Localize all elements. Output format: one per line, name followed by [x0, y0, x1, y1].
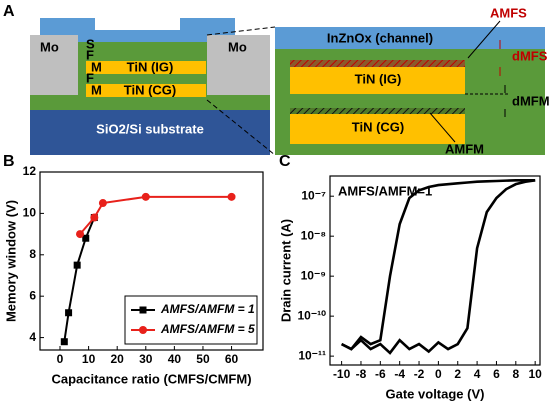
- x-axis-label: Gate voltage (V): [386, 386, 485, 401]
- x-tick-label: -2: [414, 367, 425, 381]
- gate-cg: [86, 84, 206, 97]
- gate-label: TiN (CG): [352, 119, 404, 134]
- pointer: [467, 20, 501, 59]
- annotation: AMFS/AMFM=1: [338, 183, 432, 198]
- zoom-line: [206, 26, 276, 36]
- x-tick-label: -4: [394, 367, 405, 381]
- panel-label: B: [3, 153, 15, 170]
- panel-label: C: [279, 153, 291, 170]
- layer-label: F: [86, 70, 94, 85]
- marker: [82, 234, 90, 242]
- channel: [40, 18, 235, 42]
- x-tick-label: 30: [139, 352, 153, 366]
- gate-label: TiN (IG): [355, 71, 402, 86]
- x-tick-label: 2: [454, 367, 461, 381]
- x-tick-label: 40: [168, 352, 182, 366]
- mo-contact: [207, 35, 270, 95]
- substrate: [30, 110, 270, 155]
- x-tick-label: -8: [356, 367, 367, 381]
- y-tick-label: 10⁻⁸: [301, 228, 326, 242]
- marker: [60, 338, 68, 346]
- x-tick-label: 4: [474, 367, 481, 381]
- x-tick-label: 10: [82, 352, 96, 366]
- x-tick-label: -10: [333, 367, 351, 381]
- layer-label: M: [91, 59, 102, 74]
- y-axis-label: Memory window (V): [3, 200, 18, 322]
- thickness-label: dMFS: [512, 48, 548, 63]
- legend-marker: [139, 326, 147, 334]
- area-label: AMFS: [490, 5, 527, 20]
- legend-box: [124, 295, 258, 345]
- legend-marker: [139, 306, 147, 314]
- x-tick-label: -6: [375, 367, 386, 381]
- mo-contact: [30, 35, 78, 95]
- y-tick-label: 12: [23, 164, 37, 178]
- marker: [98, 199, 107, 208]
- gate-label: TiN (IG): [127, 59, 174, 74]
- zoom-line: [206, 99, 276, 156]
- mfs-interface: [290, 60, 465, 67]
- x-tick-label: 8: [512, 367, 519, 381]
- x-tick-label: 0: [57, 352, 64, 366]
- channel-label: InZnOx (channel): [327, 30, 433, 45]
- substrate-label: SiO2/Si substrate: [96, 121, 204, 136]
- marker: [73, 261, 81, 269]
- mo-label: Mo: [40, 39, 59, 54]
- x-tick-label: 0: [435, 367, 442, 381]
- layer-label: S: [86, 36, 95, 51]
- marker: [65, 309, 73, 317]
- x-tick-label: 10: [528, 367, 542, 381]
- zoom-view: InZnOx (channel) TiN (IG) TiN (CG) AMFS …: [275, 5, 550, 156]
- gate-ig: [86, 61, 206, 74]
- channel: [275, 27, 545, 49]
- y-tick-label: 4: [29, 330, 36, 344]
- gate-label: TiN (CG): [124, 82, 176, 97]
- mo-label: Mo: [228, 39, 247, 54]
- data-line: [341, 178, 536, 351]
- device-cross-section: Mo Mo S F M F M TiN (IG) TiN (CG) SiO2/S…: [30, 18, 276, 156]
- area-label: AMFM: [445, 141, 484, 156]
- ferroelectric: [78, 42, 207, 110]
- y-tick-label: 10: [23, 206, 37, 220]
- marker: [141, 192, 150, 201]
- x-tick-label: 50: [196, 352, 210, 366]
- y-tick-label: 10⁻¹¹: [298, 348, 326, 362]
- x-axis-label: Capacitance ratio (CMFS/CMFM): [51, 371, 251, 386]
- y-tick-label: 6: [29, 288, 36, 302]
- y-tick-label: 8: [29, 247, 36, 261]
- layer-label: M: [91, 82, 102, 97]
- marker: [227, 192, 236, 201]
- y-tick-label: 10⁻¹⁰: [298, 308, 327, 322]
- y-tick-label: 10⁻⁷: [301, 188, 326, 202]
- plot-frame: [329, 175, 541, 366]
- pointer: [429, 112, 456, 143]
- mfm-interface: [290, 108, 465, 114]
- thickness-label: dMFM: [512, 93, 550, 108]
- layer-label: F: [86, 47, 94, 62]
- x-tick-label: 60: [225, 352, 239, 366]
- x-tick-label: 20: [111, 352, 125, 366]
- data-line: [341, 179, 536, 355]
- marker: [76, 230, 85, 239]
- legend-label: AMFS/AMFM = 1: [160, 302, 255, 316]
- legend-label: AMFS/AMFM = 5: [160, 322, 255, 336]
- x-tick-label: 6: [493, 367, 500, 381]
- panel-label: A: [3, 3, 15, 20]
- marker: [90, 213, 99, 222]
- y-tick-label: 10⁻⁹: [301, 268, 326, 282]
- plot-frame: [39, 171, 264, 351]
- y-axis-label: Drain current (A): [278, 219, 293, 322]
